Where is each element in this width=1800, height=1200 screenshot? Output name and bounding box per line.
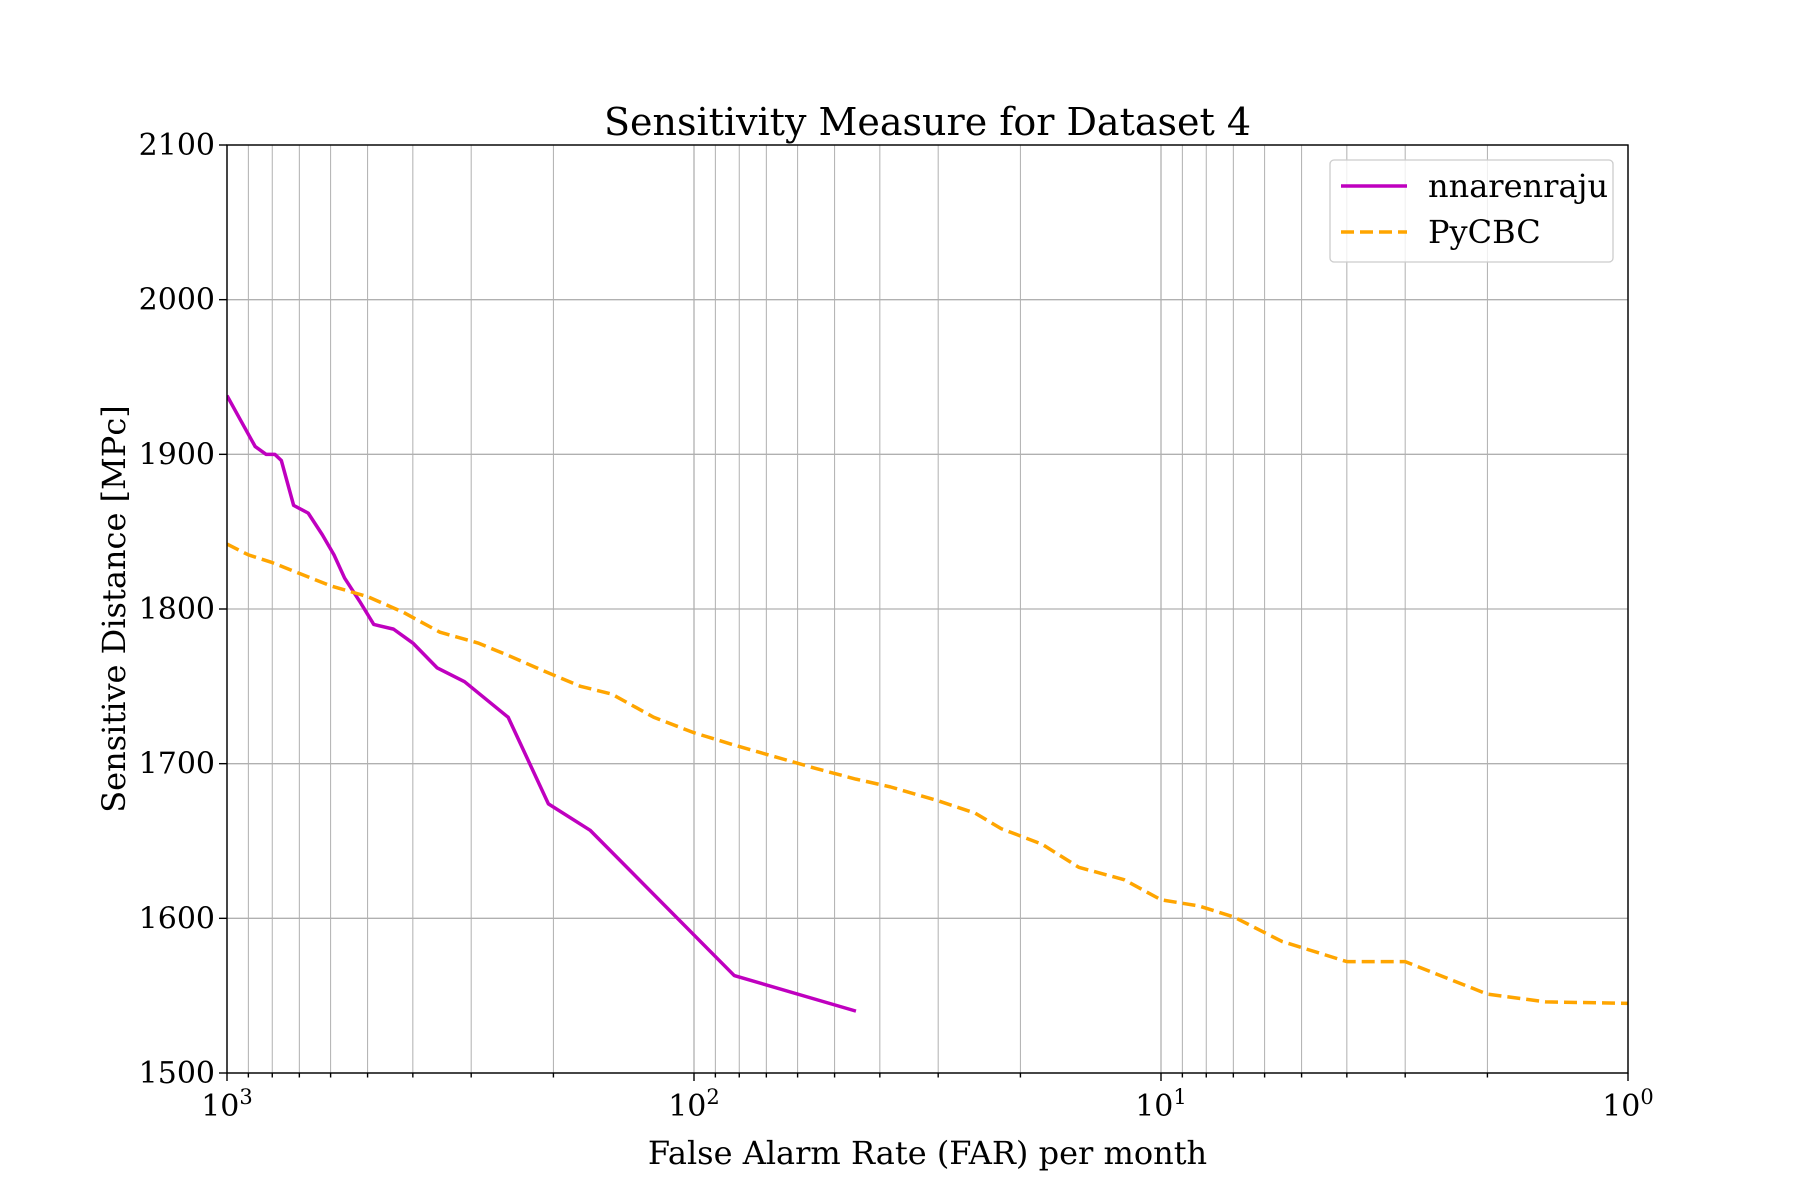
series-layer [227, 394, 1628, 1013]
legend: nnarenraju PyCBC [1329, 159, 1614, 263]
x-axis-label: False Alarm Rate (FAR) per month [648, 1134, 1207, 1172]
x-tick-label: 103 [201, 1085, 253, 1124]
y-tick-label: 1800 [139, 592, 215, 627]
chart-title: Sensitivity Measure for Dataset 4 [604, 100, 1251, 144]
y-tick-label: 1500 [139, 1056, 215, 1091]
legend-label-pycbc: PyCBC [1428, 213, 1541, 251]
y-axis-label: Sensitive Distance [MPc] [95, 405, 133, 812]
y-tick-label: 1900 [139, 437, 215, 472]
x-tick-label: 100 [1602, 1085, 1654, 1124]
series-line-nnarenraju [227, 394, 857, 1013]
grid [226, 144, 1629, 1074]
ticks: 1500 1600 1700 1800 1900 2000 2100 103 102 101 100 [139, 128, 1654, 1124]
x-tick-label: 101 [1135, 1085, 1187, 1124]
series-line-pycbc [227, 542, 1628, 1006]
y-tick-label: 2100 [139, 128, 215, 163]
y-tick-label: 2000 [139, 283, 215, 318]
y-tick-label: 1700 [139, 747, 215, 782]
x-tick-label: 102 [668, 1085, 720, 1124]
legend-label-nnarenraju: nnarenraju [1428, 167, 1608, 205]
y-tick-label: 1600 [139, 901, 215, 936]
